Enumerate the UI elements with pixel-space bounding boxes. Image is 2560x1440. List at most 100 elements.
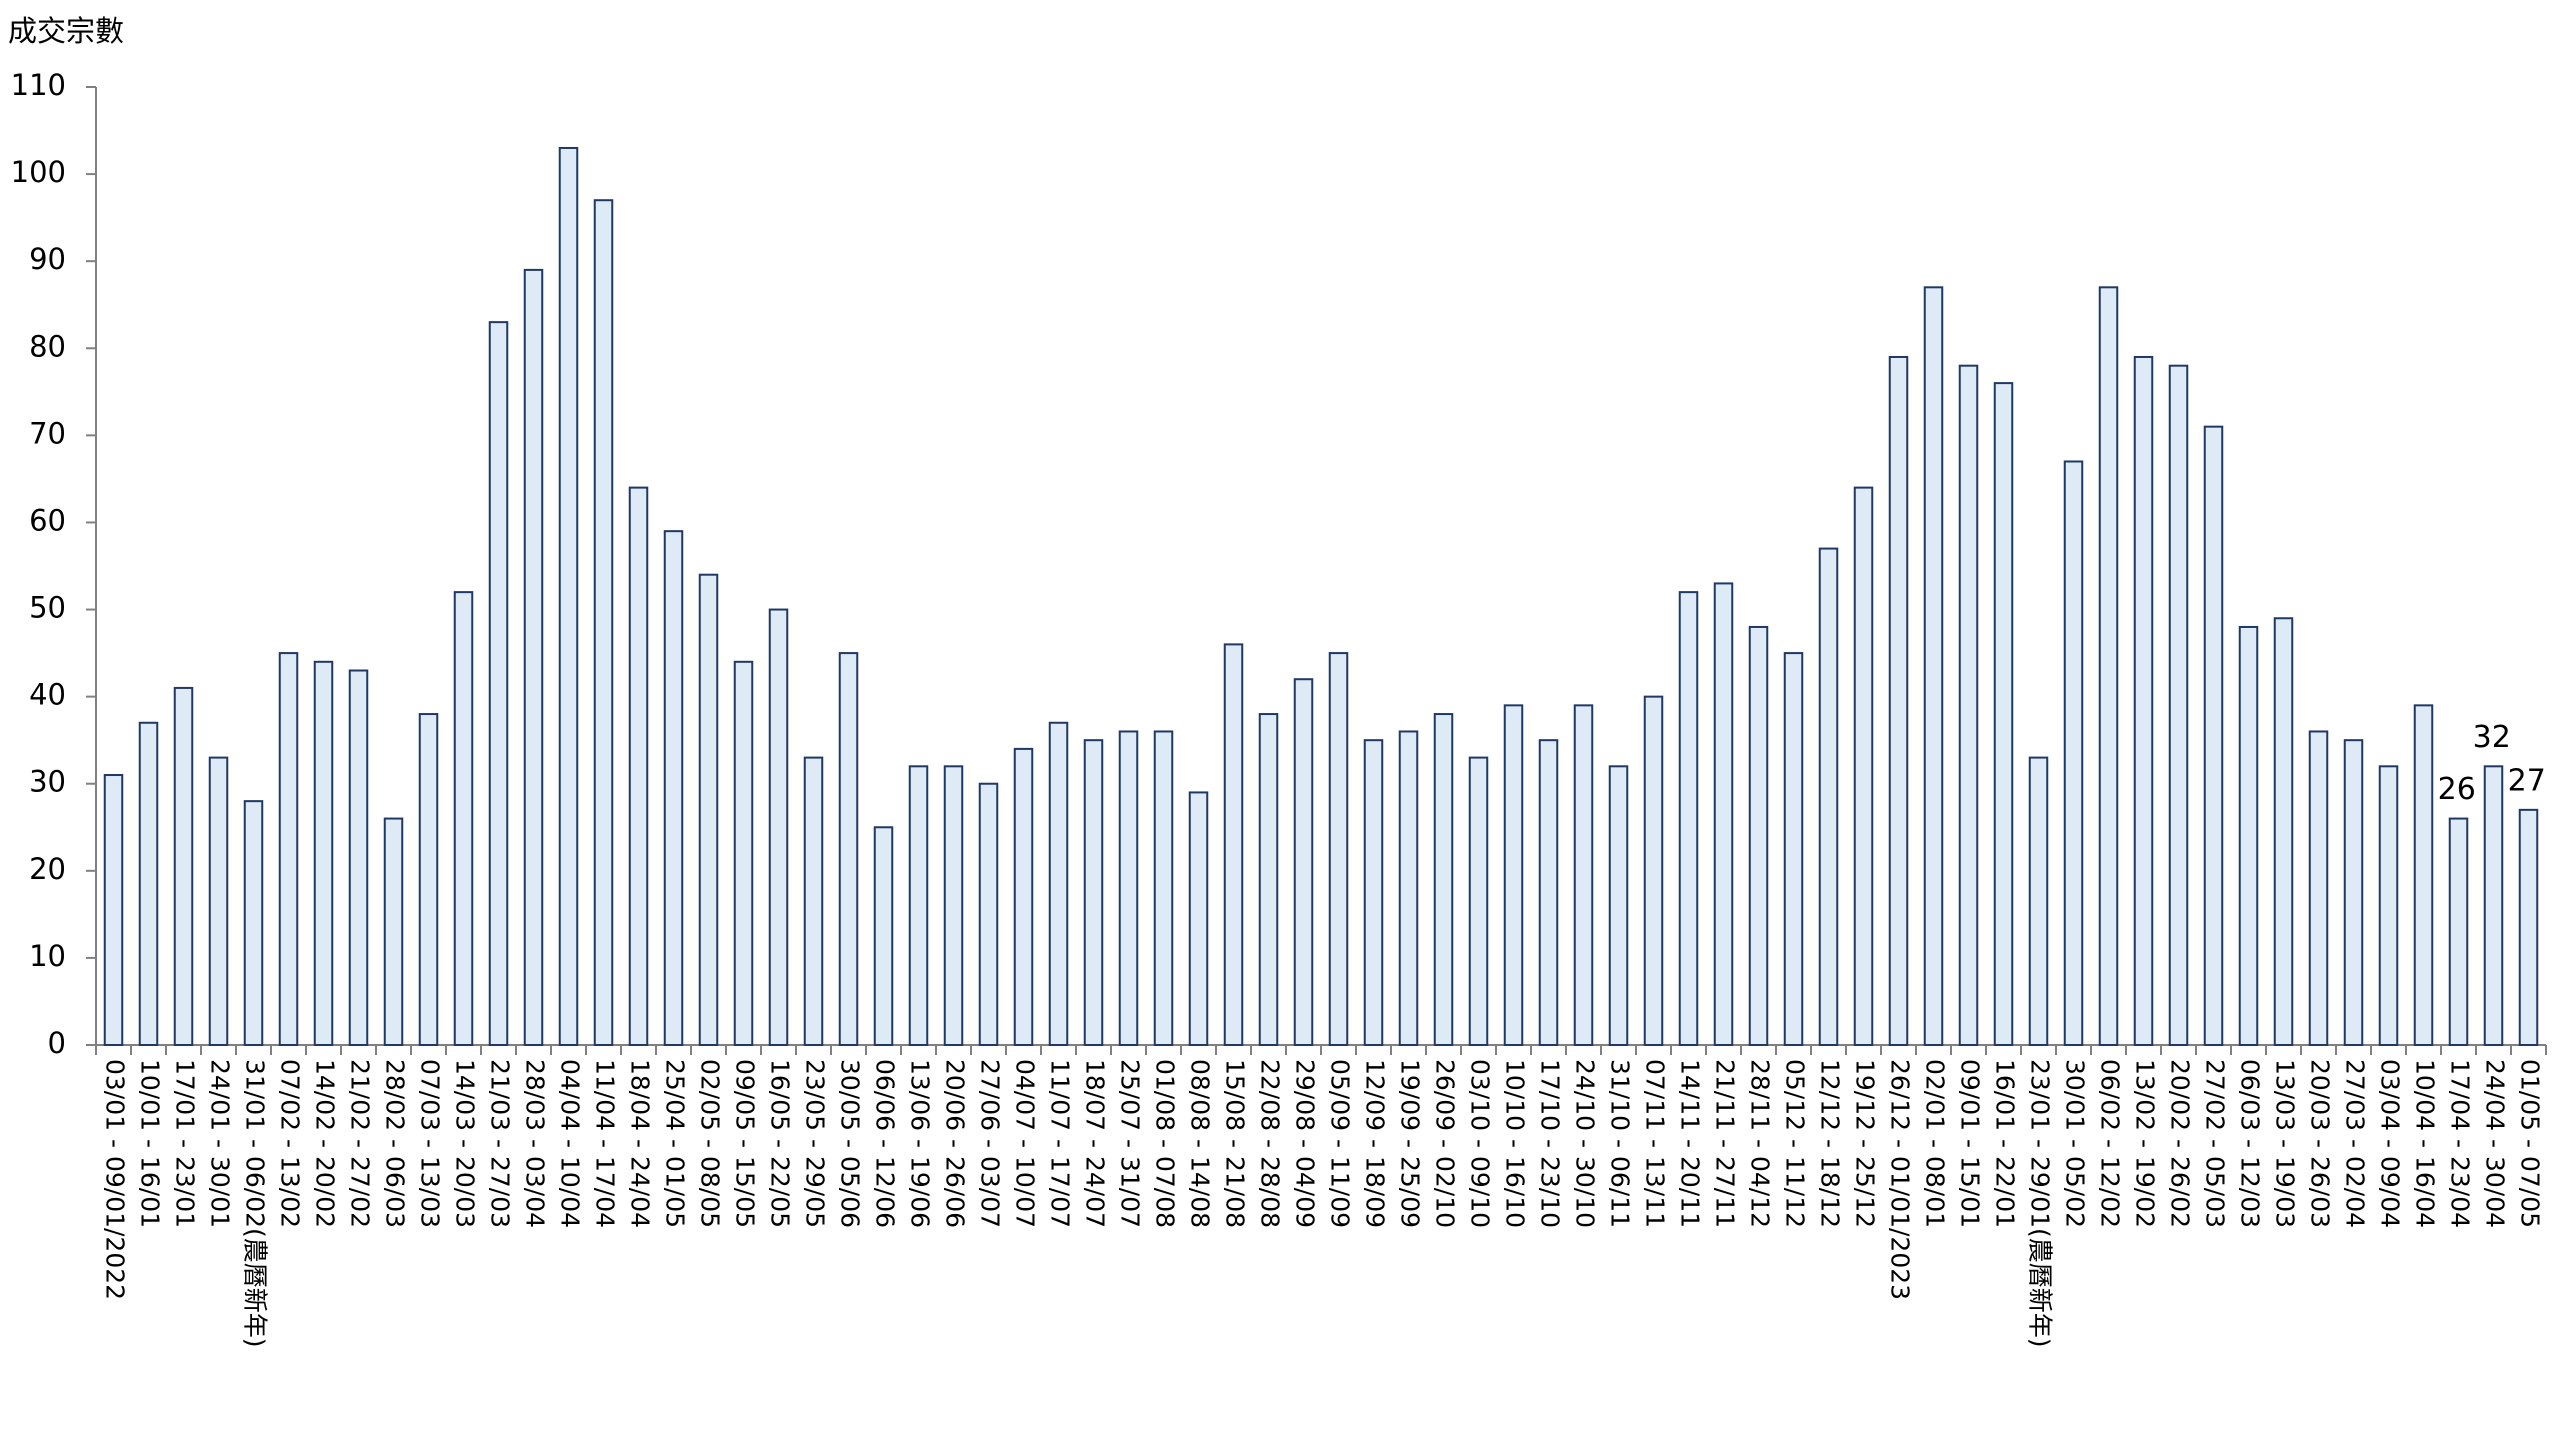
bar — [698, 573, 719, 1047]
y-tick-label: 50 — [29, 591, 66, 625]
bar — [1783, 652, 1804, 1046]
x-tick-label: 18/04 - 24/04 — [626, 1059, 655, 1228]
bar — [208, 756, 229, 1046]
x-tick-label: 27/06 - 03/07 — [976, 1059, 1005, 1228]
bar — [1363, 739, 1384, 1046]
x-tick-label: 11/04 - 17/04 — [591, 1059, 620, 1228]
bar — [313, 660, 334, 1046]
x-tick-label: 07/03 - 13/03 — [416, 1059, 445, 1228]
x-tick-label: 02/01 - 08/01 — [1921, 1059, 1950, 1228]
x-tick-label: 02/05 - 08/05 — [696, 1059, 725, 1228]
bar — [803, 756, 824, 1046]
x-tick-label: 31/01 - 06/02(農曆新年) — [241, 1059, 270, 1348]
x-tick-label: 20/02 - 26/02 — [2166, 1059, 2195, 1228]
x-tick-label: 28/02 - 06/03 — [381, 1059, 410, 1228]
bar — [2098, 286, 2119, 1046]
x-tick-label: 28/11 - 04/12 — [1746, 1059, 1775, 1228]
data-label: 32 — [2473, 720, 2511, 755]
y-tick-label: 10 — [29, 939, 66, 973]
bar — [1153, 730, 1174, 1046]
y-tick-label: 80 — [29, 329, 66, 363]
bar — [1853, 486, 1874, 1047]
bar — [1328, 652, 1349, 1046]
x-tick-label: 30/05 - 05/06 — [836, 1059, 865, 1228]
x-tick-label: 16/05 - 22/05 — [766, 1059, 795, 1228]
bar — [1958, 364, 1979, 1046]
bar — [523, 268, 544, 1046]
bar — [418, 713, 439, 1047]
bar — [2448, 817, 2469, 1047]
bar — [2168, 364, 2189, 1046]
x-tick-label: 19/09 - 25/09 — [1396, 1059, 1425, 1228]
bar — [1468, 756, 1489, 1046]
bar — [1433, 713, 1454, 1047]
x-tick-label: 22/08 - 28/08 — [1256, 1059, 1285, 1228]
x-tick-label: 09/01 - 15/01 — [1956, 1059, 1985, 1228]
bar — [2413, 704, 2434, 1046]
bar — [1223, 643, 1244, 1047]
x-tick-label: 14/03 - 20/03 — [451, 1059, 480, 1228]
x-tick-label: 25/04 - 01/05 — [661, 1059, 690, 1228]
bar — [1713, 582, 1734, 1046]
x-tick-label: 28/03 - 03/04 — [521, 1059, 550, 1228]
bar — [1118, 730, 1139, 1046]
bar — [1258, 713, 1279, 1047]
bar — [943, 765, 964, 1046]
x-tick-label: 21/02 - 27/02 — [346, 1059, 375, 1228]
x-tick-label: 18/07 - 24/07 — [1081, 1059, 1110, 1228]
x-tick-label: 03/04 - 09/04 — [2376, 1059, 2405, 1228]
bar — [873, 826, 894, 1046]
x-tick-label: 05/09 - 11/09 — [1326, 1059, 1355, 1228]
x-tick-label: 08/08 - 14/08 — [1186, 1059, 1215, 1228]
x-tick-label: 27/02 - 05/03 — [2201, 1059, 2230, 1228]
data-label: 26 — [2438, 772, 2476, 807]
data-label: 27 — [2508, 763, 2546, 798]
bar — [2518, 808, 2539, 1047]
y-tick-label: 90 — [29, 242, 66, 276]
bar — [1608, 765, 1629, 1046]
bar — [1503, 704, 1524, 1046]
x-tick-label: 10/10 - 16/10 — [1501, 1059, 1530, 1228]
y-tick-label: 110 — [11, 68, 66, 102]
x-tick-label: 01/05 - 07/05 — [2516, 1059, 2545, 1228]
bar — [453, 591, 474, 1046]
x-tick-label: 17/04 - 23/04 — [2446, 1059, 2475, 1228]
x-tick-label: 06/02 - 12/02 — [2096, 1059, 2125, 1228]
x-tick-label: 13/06 - 19/06 — [906, 1059, 935, 1228]
bar — [488, 321, 509, 1046]
bar — [138, 721, 159, 1046]
x-tick-label: 30/01 - 05/02 — [2061, 1059, 2090, 1228]
bar — [1083, 739, 1104, 1046]
bar — [1538, 739, 1559, 1046]
axis-title: 成交宗數 — [8, 14, 124, 48]
x-tick-label: 17/01 - 23/01 — [171, 1059, 200, 1228]
bar — [383, 817, 404, 1047]
bar — [1923, 286, 1944, 1046]
x-tick-label: 09/05 - 15/05 — [731, 1059, 760, 1228]
bar — [2028, 756, 2049, 1046]
bar — [173, 686, 194, 1046]
bar — [978, 782, 999, 1047]
x-tick-label: 07/11 - 13/11 — [1641, 1059, 1670, 1228]
y-tick-label: 100 — [11, 155, 66, 189]
bar — [2483, 765, 2504, 1046]
x-tick-label: 23/01 - 29/01(農曆新年) — [2026, 1059, 2055, 1348]
x-tick-label: 07/02 - 13/02 — [276, 1059, 305, 1228]
x-tick-label: 12/09 - 18/09 — [1361, 1059, 1390, 1228]
x-tick-label: 20/06 - 26/06 — [941, 1059, 970, 1228]
x-tick-label: 23/05 - 29/05 — [801, 1059, 830, 1228]
bar — [2238, 625, 2259, 1046]
bar — [2378, 765, 2399, 1046]
x-tick-label: 26/12 - 01/01/2023 — [1886, 1059, 1915, 1300]
x-tick-label: 13/02 - 19/02 — [2131, 1059, 2160, 1228]
x-tick-label: 03/10 - 09/10 — [1466, 1059, 1495, 1228]
y-tick-label: 20 — [29, 852, 66, 886]
x-tick-label: 25/07 - 31/07 — [1116, 1059, 1145, 1228]
bar — [1678, 591, 1699, 1046]
bar — [1013, 747, 1034, 1047]
y-tick-label: 0 — [48, 1026, 66, 1060]
x-tick-label: 31/10 - 06/11 — [1606, 1059, 1635, 1228]
bar — [1888, 355, 1909, 1046]
bar — [2203, 425, 2224, 1046]
x-tick-label: 03/01 - 09/01/2022 — [101, 1059, 130, 1300]
